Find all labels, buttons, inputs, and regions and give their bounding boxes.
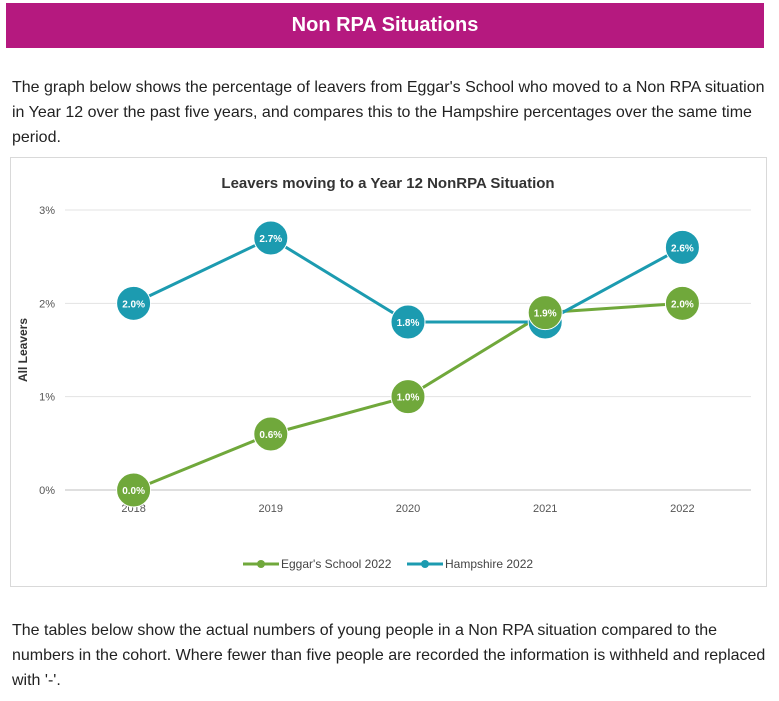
y-tick-label: 0% xyxy=(39,485,55,497)
y-tick-label: 3% xyxy=(39,205,55,217)
data-label: 0.0% xyxy=(122,486,145,497)
x-tick-label: 2020 xyxy=(396,503,420,515)
data-label: 2.7% xyxy=(259,234,282,245)
data-label: 1.0% xyxy=(397,393,420,404)
legend-label: Hampshire 2022 xyxy=(445,557,533,571)
data-point xyxy=(664,285,700,321)
data-label: 0.6% xyxy=(259,430,282,441)
outro-paragraph: The tables below show the actual numbers… xyxy=(12,622,766,689)
x-tick-label: 2021 xyxy=(533,503,557,515)
data-point xyxy=(116,285,152,321)
data-label: 2.6% xyxy=(671,243,694,254)
chart-title: Leavers moving to a Year 12 NonRPA Situa… xyxy=(221,175,554,192)
legend-marker xyxy=(257,560,265,568)
legend-label: Eggar's School 2022 xyxy=(281,557,392,571)
chart-container: Leavers moving to a Year 12 NonRPA Situa… xyxy=(10,157,767,587)
data-point xyxy=(253,220,289,256)
section-banner: Non RPA Situations xyxy=(6,3,764,48)
data-point xyxy=(390,304,426,340)
x-tick-label: 2022 xyxy=(670,503,694,515)
data-label: 2.0% xyxy=(671,299,694,310)
y-axis-label: All Leavers xyxy=(16,318,30,382)
data-label: 2.0% xyxy=(122,299,145,310)
data-point xyxy=(116,472,152,508)
data-point xyxy=(253,416,289,452)
data-point xyxy=(664,229,700,265)
line-chart: Leavers moving to a Year 12 NonRPA Situa… xyxy=(16,175,751,571)
data-label: 1.8% xyxy=(397,318,420,329)
data-point xyxy=(527,295,563,331)
section-title: Non RPA Situations xyxy=(291,14,479,36)
y-tick-label: 2% xyxy=(39,298,55,310)
data-label: 1.9% xyxy=(534,309,557,320)
intro-paragraph: The graph below shows the percentage of … xyxy=(12,79,765,146)
data-point xyxy=(390,379,426,415)
y-tick-label: 1% xyxy=(39,392,55,404)
legend-marker xyxy=(421,560,429,568)
x-tick-label: 2019 xyxy=(259,503,283,515)
